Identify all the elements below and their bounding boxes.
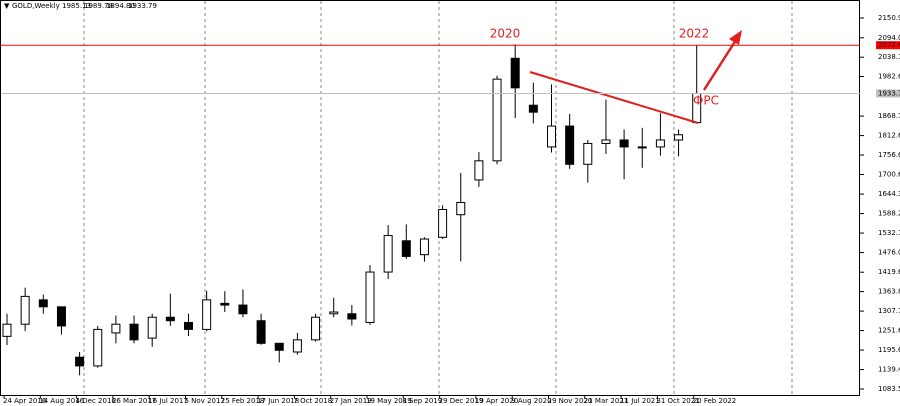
candle-body <box>238 304 248 315</box>
x-tick-label: 26 Mar 2017 <box>112 397 156 405</box>
candle-body <box>528 104 538 113</box>
x-tick-label: 21 Mar 2021 <box>584 397 628 405</box>
candle-body <box>601 139 611 144</box>
candle-body <box>401 240 411 257</box>
x-tick-label: 9 Aug 2020 <box>511 397 551 405</box>
x-tick-label: 4 Dec 2016 <box>76 397 117 405</box>
y-tick-label: 2150.90 <box>878 14 900 22</box>
y-tick-label: 1982.60 <box>878 73 900 81</box>
plot-frame <box>0 0 860 396</box>
candle-body <box>75 356 85 367</box>
x-tick-label: 14 Aug 2016 <box>39 397 84 405</box>
y-tick-label: 2038.10 <box>878 53 900 61</box>
y-tick-label: 1083.55 <box>878 385 900 393</box>
x-tick-label: 5 Nov 2017 <box>185 397 225 405</box>
candle-body <box>202 299 212 330</box>
trend-line <box>529 71 699 124</box>
price-label-box <box>876 41 900 50</box>
y-tick-label: 1251.65 <box>878 327 900 335</box>
candle-body <box>20 295 30 325</box>
y-tick-label: 1139.45 <box>878 366 900 374</box>
y-tick-label: 1644.35 <box>878 190 900 198</box>
candle-body <box>311 316 321 341</box>
candle-body <box>347 313 357 320</box>
x-tick-label: 19 Apr 2020 <box>475 397 518 405</box>
candle-body <box>365 271 375 323</box>
candle-body <box>456 202 466 216</box>
x-tick-label: 7 Oct 2018 <box>293 397 332 405</box>
price-label-box <box>876 89 900 98</box>
y-tick-label: 2094.00 <box>878 34 900 42</box>
candle-body <box>565 125 575 165</box>
x-tick-label: 19 May 2019 <box>366 397 412 405</box>
x-tick-label: 17 Jun 2018 <box>257 397 299 405</box>
candle-body <box>2 323 12 337</box>
y-tick-label: 1868.70 <box>878 112 900 120</box>
y-tick-label: 1812.65 <box>878 132 900 140</box>
candle-body <box>220 302 230 306</box>
x-tick-label: 24 Apr 2016 <box>3 397 47 405</box>
candle-body <box>655 139 665 148</box>
price-label: 1933.79 <box>878 89 900 97</box>
candle-body <box>256 320 266 344</box>
x-tick-label: 25 Feb 2018 <box>221 397 265 405</box>
symbol-title: GOLD,Weekly <box>12 2 60 10</box>
annotation: 2022 <box>679 27 710 41</box>
candle-body <box>474 160 484 181</box>
y-tick-label: 1307.75 <box>878 307 900 315</box>
candle-body <box>510 57 520 89</box>
candle-body <box>93 328 103 367</box>
candle-body <box>637 146 647 149</box>
quote-value: 1894.80 <box>106 2 135 10</box>
x-tick-label: 29 Dec 2019 <box>439 397 484 405</box>
y-tick-label: 1195.60 <box>878 346 900 354</box>
candle-body <box>129 323 139 341</box>
candle-body <box>292 339 302 353</box>
candle-body <box>583 142 593 165</box>
y-tick-label: 1756.65 <box>878 151 900 159</box>
arrow-shaft <box>702 39 738 91</box>
x-tick-label: 11 Jul 2021 <box>620 397 660 405</box>
candle-body <box>492 78 502 162</box>
candle-body <box>184 321 193 330</box>
x-tick-label: 16 Jul 2017 <box>148 397 188 405</box>
candle-body <box>111 323 121 334</box>
quote-value: 1985.13 <box>62 2 91 10</box>
candle-body <box>419 238 429 256</box>
price-label: 2072.67 <box>878 41 900 49</box>
candle-body <box>674 134 684 141</box>
y-tick-label: 1363.85 <box>878 288 900 296</box>
marks <box>2 44 702 376</box>
candle-body <box>165 316 175 322</box>
candle-body <box>438 208 448 238</box>
x-tick-label: 20 Feb 2022 <box>693 397 737 405</box>
x-tick-label: 8 Sep 2019 <box>402 397 442 405</box>
collapse-icon: ▼ <box>4 2 10 10</box>
y-tick-label: 1588.20 <box>878 210 900 218</box>
candle-body <box>274 342 284 351</box>
x-tick-label: 31 Oct 2021 <box>656 397 699 405</box>
quote-value: 1933.79 <box>128 2 157 10</box>
candle-body <box>147 316 157 339</box>
x-tick-label: 27 Jan 2019 <box>330 397 372 405</box>
y-tick-label: 1532.15 <box>878 229 900 237</box>
candle-body <box>619 139 629 148</box>
y-tick-label: 1419.60 <box>878 268 900 276</box>
y-tick-label: 1700.65 <box>878 171 900 179</box>
quote-value: 1989.78 <box>84 2 113 10</box>
annotation: 2020 <box>490 27 521 41</box>
x-tick-label: 29 Nov 2020 <box>548 397 593 405</box>
arrow-head <box>729 30 742 45</box>
candle-body <box>38 299 48 308</box>
candle-body <box>56 306 66 327</box>
candle-body <box>329 311 339 315</box>
annotation: ФРС <box>693 94 719 108</box>
candle-body <box>383 235 393 273</box>
y-tick-label: 1476.05 <box>878 249 900 257</box>
candle-body <box>547 125 556 148</box>
